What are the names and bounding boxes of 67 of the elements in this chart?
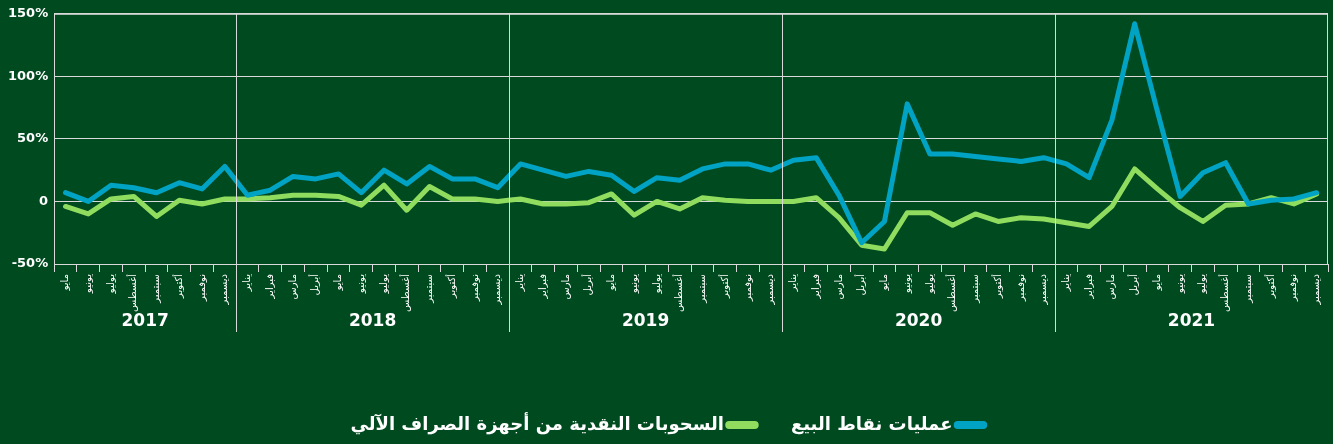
y-tick-label: 50% (17, 130, 49, 146)
text: 2021 (1167, 310, 1216, 331)
x-tick-label: يوليو (1196, 273, 1208, 295)
text: 2020 (894, 310, 943, 331)
x-tick-label: يونيو (354, 273, 366, 294)
x-tick-label: نوفمبر (1014, 274, 1026, 303)
x-tick-label: مارس (559, 274, 571, 300)
x-tick-label: يناير (787, 273, 799, 293)
x-tick-label: سبتمبر (150, 274, 162, 304)
legend-label: السحوبات النقدية من أجهزة الصراف الآلي (350, 411, 724, 435)
x-tick-label: يوليو (923, 273, 935, 295)
x-tick-label: يوليو (104, 273, 116, 295)
x-tick-label: فبراير (263, 273, 275, 300)
x-tick-label: مايو (1150, 274, 1162, 292)
x-tick-label: أغسطس (399, 273, 412, 312)
x-tick-label: أكتوبر (717, 273, 730, 300)
x-tick-label: مايو (878, 274, 890, 292)
x-tick-label: نوفمبر (1287, 274, 1299, 303)
x-tick-label: سبتمبر (696, 274, 708, 304)
x-tick-label: مارس (286, 274, 298, 300)
x-tick-label: يوليو (377, 273, 389, 295)
x-tick-label: أغسطس (945, 273, 958, 312)
x-tick-label: أبريل (1127, 273, 1140, 296)
x-tick-label: يونيو (81, 273, 93, 294)
x-tick-label: سبتمبر (423, 274, 435, 304)
x-tick-label: أكتوبر (444, 273, 457, 300)
x-tick-label: أكتوبر (171, 273, 184, 300)
x-tick-label: أكتوبر (1263, 273, 1276, 300)
y-tick-label: 100% (7, 67, 49, 83)
x-tick-label: أبريل (581, 273, 594, 296)
x-tick-label: نوفمبر (741, 274, 753, 303)
x-tick-label: أكتوبر (990, 273, 1003, 300)
x-tick-label: مايو (59, 274, 71, 292)
legend-label: عمليات نقاط البيع (790, 412, 953, 435)
y-tick-label: -50% (11, 255, 49, 271)
x-tick-label: فبراير (1082, 273, 1094, 300)
x-tick-label: سبتمبر (969, 274, 981, 304)
text: 2018 (348, 310, 397, 331)
x-tick-label: ديسمبر (764, 274, 776, 306)
x-tick-label: يناير (1060, 273, 1071, 293)
x-tick-label: مارس (832, 274, 844, 300)
x-tick-label: يناير (514, 273, 526, 293)
x-tick-label: مايو (605, 274, 617, 292)
x-tick-label: سبتمبر (1241, 274, 1253, 304)
y-tick-label: 0 (39, 192, 49, 208)
x-tick-label: يناير (241, 273, 253, 293)
x-tick-label: يوليو (650, 273, 662, 295)
x-tick-label: يونيو (900, 273, 912, 294)
y-tick-label: 150% (7, 5, 49, 21)
x-tick-label: ديسمبر (1310, 274, 1322, 306)
x-tick-label: يونيو (627, 273, 639, 294)
x-tick-label: مايو (332, 274, 344, 292)
x-tick-label: نوفمبر (195, 274, 207, 303)
x-tick-label: ديسمبر (491, 274, 503, 306)
x-tick-label: ديسمبر (1037, 274, 1049, 306)
x-tick-label: ديسمبر (218, 274, 230, 306)
x-tick-label: فبراير (536, 273, 548, 300)
x-tick-label: فبراير (809, 273, 821, 300)
x-tick-label: أغسطس (672, 273, 685, 312)
x-tick-label: أغسطس (1218, 273, 1231, 312)
x-tick-label: نوفمبر (468, 274, 480, 303)
x-tick-label: أبريل (854, 273, 867, 296)
x-tick-label: أبريل (308, 273, 321, 296)
x-tick-label: يونيو (1173, 273, 1185, 294)
text: 2019 (621, 310, 670, 331)
x-tick-label: أغسطس (126, 273, 139, 312)
x-tick-label: مارس (1105, 274, 1117, 300)
